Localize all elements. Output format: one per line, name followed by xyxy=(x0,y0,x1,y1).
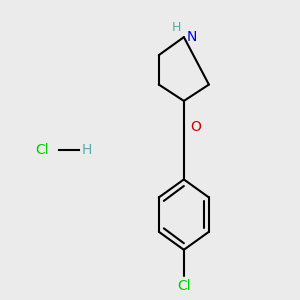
Text: Cl: Cl xyxy=(177,279,191,292)
Text: H: H xyxy=(82,143,92,157)
Text: N: N xyxy=(187,30,197,44)
Text: H: H xyxy=(172,21,181,34)
Text: Cl: Cl xyxy=(36,143,49,157)
Text: O: O xyxy=(190,120,201,134)
